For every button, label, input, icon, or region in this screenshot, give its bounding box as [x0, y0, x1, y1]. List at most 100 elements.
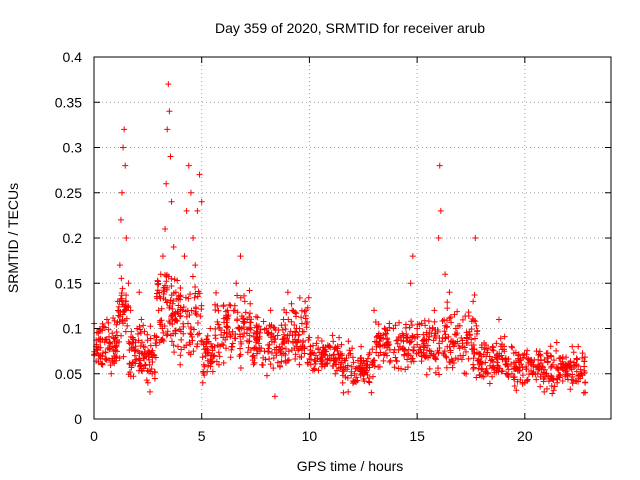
- data-point: [170, 342, 177, 349]
- data-point: [392, 322, 399, 329]
- data-point: [160, 338, 167, 345]
- data-point: [369, 373, 376, 380]
- data-point: [131, 352, 138, 359]
- data-point: [280, 331, 287, 338]
- data-point: [315, 367, 322, 374]
- data-point: [550, 357, 557, 364]
- data-point: [105, 326, 112, 333]
- data-point: [296, 294, 303, 301]
- data-point: [319, 361, 326, 368]
- data-point: [342, 374, 349, 381]
- y-tick-label: 0.1: [63, 321, 83, 337]
- data-point: [387, 357, 394, 364]
- data-point: [205, 338, 212, 345]
- data-point: [371, 307, 378, 314]
- data-point: [371, 357, 378, 364]
- data-point: [122, 328, 129, 335]
- data-point: [291, 322, 298, 329]
- data-point: [212, 335, 219, 342]
- data-point: [462, 313, 469, 320]
- data-point: [508, 343, 515, 350]
- data-point: [463, 329, 470, 336]
- data-point: [172, 289, 179, 296]
- data-point: [493, 340, 500, 347]
- data-point: [487, 362, 494, 369]
- data-point: [159, 253, 166, 260]
- data-point: [168, 198, 175, 205]
- data-point: [215, 342, 222, 349]
- data-point: [458, 334, 465, 341]
- data-point: [338, 341, 345, 348]
- data-point: [501, 333, 508, 340]
- data-point: [176, 313, 183, 320]
- data-point: [186, 312, 193, 319]
- data-point: [477, 351, 484, 358]
- data-point: [138, 316, 145, 323]
- data-point: [212, 332, 219, 339]
- data-point: [573, 378, 580, 385]
- data-point: [442, 353, 449, 360]
- data-point: [463, 370, 470, 377]
- data-point: [187, 291, 194, 298]
- data-point: [540, 375, 547, 382]
- data-point: [443, 364, 450, 371]
- data-point: [470, 355, 477, 362]
- data-point: [344, 375, 351, 382]
- data-point: [386, 359, 393, 366]
- data-point: [251, 329, 258, 336]
- data-point: [519, 372, 526, 379]
- data-point: [466, 328, 473, 335]
- data-point: [402, 366, 409, 373]
- data-point: [169, 300, 176, 307]
- data-point: [169, 312, 176, 319]
- data-point: [161, 322, 168, 329]
- data-point: [241, 292, 248, 299]
- y-tick-label: 0.35: [55, 94, 82, 110]
- data-point: [560, 361, 567, 368]
- data-point: [196, 171, 203, 178]
- data-point: [435, 235, 442, 241]
- data-point: [489, 343, 496, 350]
- data-point: [249, 357, 256, 364]
- data-point: [383, 330, 390, 337]
- data-point: [215, 321, 222, 328]
- data-point: [569, 373, 576, 380]
- data-point: [127, 307, 134, 314]
- data-point: [464, 339, 471, 346]
- data-point: [318, 358, 325, 365]
- data-point: [295, 332, 302, 339]
- data-point: [523, 351, 530, 358]
- data-point: [95, 330, 102, 337]
- data-point: [452, 355, 459, 362]
- data-point: [396, 319, 403, 326]
- data-point: [407, 280, 414, 287]
- data-point: [223, 323, 230, 330]
- data-point: [543, 350, 550, 357]
- x-axis-label: GPS time / hours: [297, 458, 404, 474]
- data-point: [470, 298, 477, 305]
- data-point: [144, 367, 151, 374]
- data-point: [300, 339, 307, 346]
- data-point: [196, 290, 203, 297]
- data-point: [116, 313, 123, 320]
- data-point: [191, 294, 198, 301]
- data-point: [528, 358, 535, 365]
- data-point: [153, 342, 160, 349]
- data-point: [454, 308, 461, 315]
- data-point: [409, 322, 416, 329]
- data-point: [329, 363, 336, 370]
- data-point: [349, 380, 356, 387]
- y-tick-label: 0.15: [55, 275, 82, 291]
- data-point: [99, 320, 106, 327]
- data-point: [473, 322, 480, 329]
- data-point: [548, 363, 555, 370]
- data-point: [339, 368, 346, 375]
- data-point: [246, 338, 253, 345]
- data-point: [221, 329, 228, 336]
- data-point: [274, 359, 281, 366]
- y-tick-label: 0.05: [55, 366, 82, 382]
- data-point: [392, 354, 399, 361]
- data-point: [169, 316, 176, 323]
- data-point: [332, 344, 339, 351]
- data-point: [243, 330, 250, 337]
